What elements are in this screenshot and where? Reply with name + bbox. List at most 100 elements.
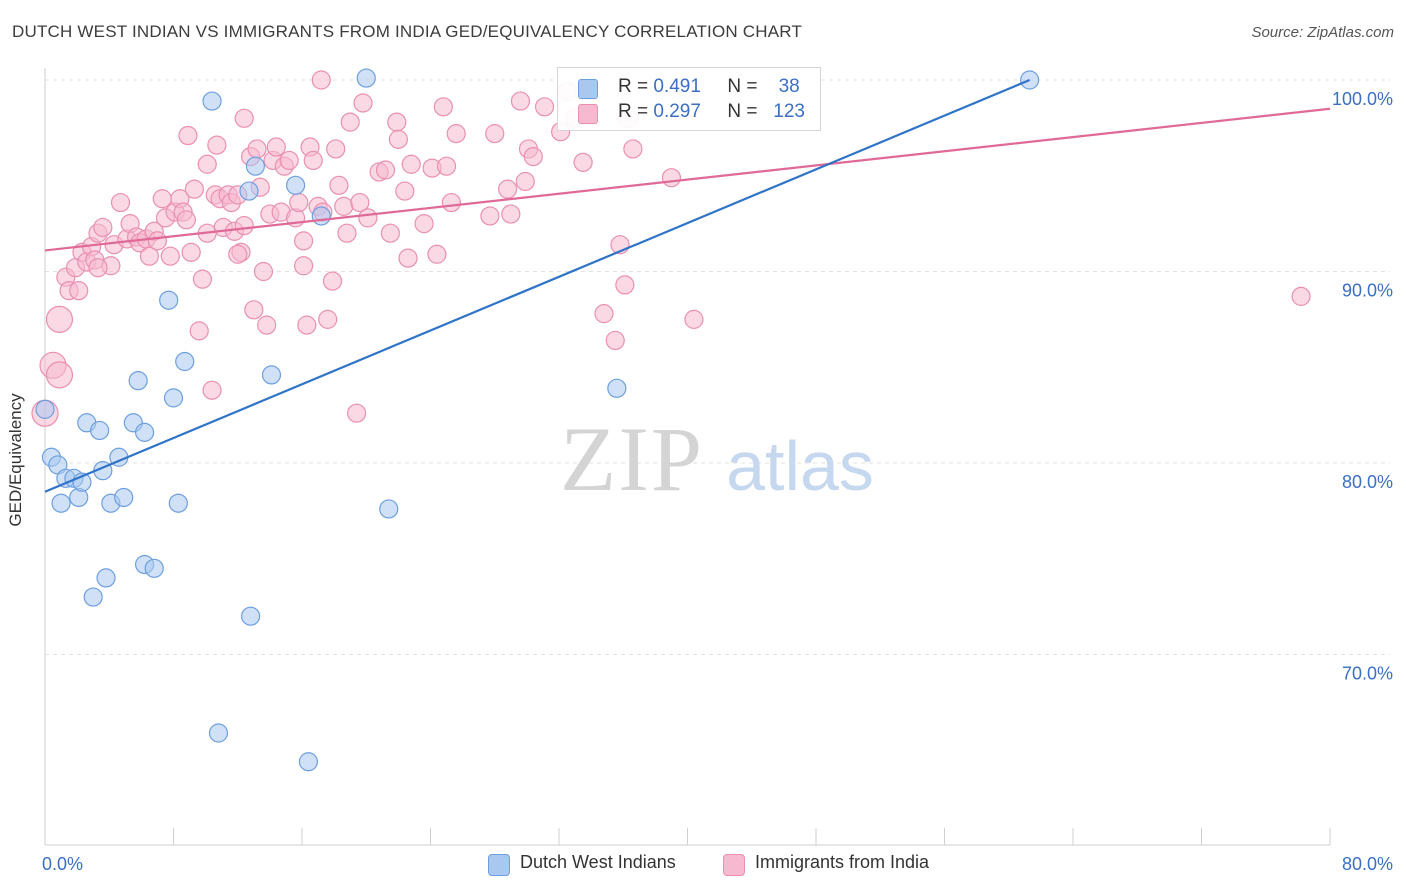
- x-tick-label: 0.0%: [42, 854, 83, 874]
- legend-r-value: 0.297: [653, 101, 701, 122]
- y-tick-label: 70.0%: [1342, 664, 1393, 684]
- bottom-legend-label: Immigrants from India: [755, 852, 930, 872]
- chart-title: DUTCH WEST INDIAN VS IMMIGRANTS FROM IND…: [12, 22, 803, 41]
- data-point: [285, 175, 306, 195]
- data-point: [329, 175, 349, 195]
- data-point: [594, 304, 614, 324]
- data-point: [387, 112, 407, 132]
- data-point: [318, 309, 338, 329]
- data-point: [485, 124, 505, 144]
- data-point: [358, 208, 378, 228]
- legend-n-value: 38: [778, 76, 800, 97]
- data-point: [90, 420, 110, 441]
- data-point: [294, 231, 314, 251]
- data-point: [228, 244, 248, 264]
- data-point: [144, 558, 164, 578]
- data-point: [1291, 286, 1311, 306]
- data-point: [498, 179, 518, 199]
- data-point: [607, 378, 627, 398]
- watermark: ZIP atlas: [560, 408, 874, 510]
- data-point: [160, 246, 180, 266]
- data-point: [279, 150, 299, 171]
- legend-r-label: R =: [618, 101, 649, 122]
- data-point: [134, 422, 155, 442]
- data-point: [501, 204, 521, 224]
- data-point: [297, 315, 317, 335]
- legend-swatch-pink: [578, 104, 598, 124]
- legend-n-label: N =: [727, 101, 758, 122]
- y-tick-label: 90.0%: [1342, 281, 1393, 301]
- data-point: [615, 275, 635, 295]
- data-point: [234, 215, 254, 236]
- data-point: [257, 315, 277, 335]
- data-point: [234, 108, 254, 128]
- tick-labels: 70.0% 80.0% 90.0% 100.0% 0.0% 80.0%: [42, 89, 1393, 874]
- trendline-immigrants-from-india: [44, 107, 1331, 252]
- data-point: [303, 150, 323, 171]
- legend-r-value: 0.491: [653, 76, 701, 97]
- data-point: [69, 281, 89, 301]
- data-point: [414, 214, 434, 234]
- series-dutch-west-indians: [35, 68, 1040, 772]
- data-point: [110, 192, 131, 213]
- series-immigrants-from-india: [31, 70, 1311, 427]
- data-point: [353, 93, 373, 113]
- bottom-legend-label: Dutch West Indians: [520, 852, 676, 872]
- x-tick-label: 80.0%: [1342, 854, 1393, 874]
- data-point: [605, 330, 625, 351]
- data-point: [202, 91, 222, 111]
- trendline-dutch-west-indians: [44, 78, 1031, 493]
- data-point: [152, 189, 172, 209]
- data-point: [247, 139, 267, 159]
- data-point: [261, 365, 282, 385]
- data-point: [480, 206, 500, 226]
- data-point: [684, 309, 704, 329]
- data-point: [147, 231, 168, 251]
- data-point: [181, 242, 201, 262]
- bottom-legend-swatch-pink: [723, 854, 745, 876]
- data-point: [163, 388, 184, 408]
- data-point: [401, 154, 421, 174]
- data-point: [266, 137, 286, 157]
- data-point: [510, 91, 531, 111]
- watermark-zip: ZIP: [560, 408, 704, 510]
- correlation-legend: R = 0.491 N = 38 R = 0.297 N = 123: [557, 67, 821, 131]
- data-point: [515, 171, 535, 192]
- data-point: [326, 139, 346, 159]
- data-point: [441, 192, 461, 213]
- data-point: [380, 223, 400, 243]
- data-point: [294, 256, 314, 276]
- source-label: Source: ZipAtlas.com: [1251, 24, 1394, 41]
- data-point: [239, 181, 259, 201]
- data-point: [139, 246, 160, 266]
- data-point: [245, 156, 266, 176]
- legend-n-value: 123: [773, 101, 805, 122]
- data-point: [45, 361, 74, 389]
- data-point: [159, 290, 179, 310]
- data-point: [208, 723, 229, 743]
- data-point: [176, 210, 196, 230]
- data-point: [35, 399, 55, 419]
- data-point: [96, 568, 116, 588]
- data-point: [175, 351, 195, 372]
- data-point: [534, 97, 555, 117]
- data-point: [661, 168, 682, 188]
- y-tick-label: 80.0%: [1342, 472, 1393, 492]
- data-point: [436, 156, 457, 176]
- data-point: [347, 403, 367, 423]
- data-point: [189, 321, 209, 341]
- data-point: [45, 305, 74, 333]
- data-point: [375, 160, 396, 180]
- data-point: [311, 206, 331, 226]
- data-point: [573, 152, 593, 172]
- data-point: [241, 606, 261, 626]
- data-point: [433, 97, 453, 117]
- data-point: [337, 223, 357, 243]
- data-point: [168, 493, 188, 513]
- data-point: [446, 124, 466, 144]
- legend-swatch-blue: [578, 79, 598, 99]
- legend-r-label: R =: [618, 76, 649, 97]
- data-point: [51, 493, 71, 513]
- data-point: [202, 380, 222, 400]
